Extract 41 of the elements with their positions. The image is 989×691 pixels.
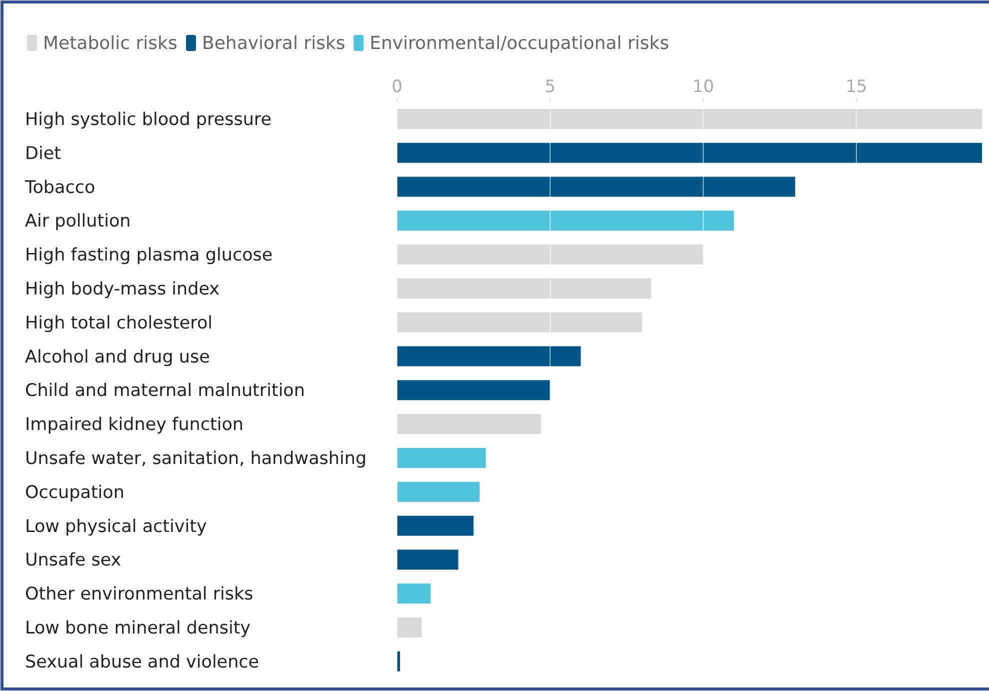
y-tick-label: Tobacco xyxy=(24,178,96,198)
bar xyxy=(397,210,734,231)
bar xyxy=(397,278,652,298)
bar xyxy=(397,108,982,129)
y-tick-label: Occupation xyxy=(25,482,124,503)
x-tick-label: 15 xyxy=(846,77,868,97)
x-tick-label: 10 xyxy=(692,77,714,97)
y-tick-label: Unsafe sex xyxy=(25,550,122,571)
y-tick-label: High fasting plasma glucose xyxy=(25,246,273,266)
bar xyxy=(397,550,458,570)
bar xyxy=(397,414,541,434)
y-tick-label: Air pollution xyxy=(25,212,131,232)
bar xyxy=(397,142,982,163)
legend-label: Behavioral risks xyxy=(202,33,346,54)
y-tick-label: Child and maternal malnutrition xyxy=(25,381,305,402)
y-tick-label: Low bone mineral density xyxy=(25,618,251,638)
y-tick-label: Other environmental risks xyxy=(25,584,254,605)
y-tick-label: Unsafe water, sanitation, handwashing xyxy=(25,448,367,469)
bar xyxy=(397,380,550,400)
bar xyxy=(397,617,422,638)
bar xyxy=(397,176,796,197)
legend-label: Metabolic risks xyxy=(43,33,178,54)
bar xyxy=(397,312,642,332)
y-tick-label: Sexual abuse and violence xyxy=(25,652,260,672)
bar xyxy=(397,516,474,536)
y-tick-label: High systolic blood pressure xyxy=(25,110,272,130)
bar xyxy=(397,448,486,468)
y-tick-label: High total cholesterol xyxy=(25,313,213,334)
x-tick-label: 5 xyxy=(544,77,556,97)
bar xyxy=(397,482,480,502)
y-tick-label: Alcohol and drug use xyxy=(25,347,210,368)
legend-label: Environmental/occupational risks xyxy=(370,33,670,54)
bar xyxy=(397,651,400,672)
y-tick-label: Impaired kidney function xyxy=(25,415,244,436)
y-tick-label: High body-mass index xyxy=(25,279,220,300)
y-tick-label: Diet xyxy=(25,144,62,164)
bar xyxy=(397,244,704,265)
y-tick-label: Low physical activity xyxy=(25,516,207,537)
x-tick-label: 0 xyxy=(392,77,402,97)
bar xyxy=(397,584,431,604)
bar xyxy=(397,346,581,366)
